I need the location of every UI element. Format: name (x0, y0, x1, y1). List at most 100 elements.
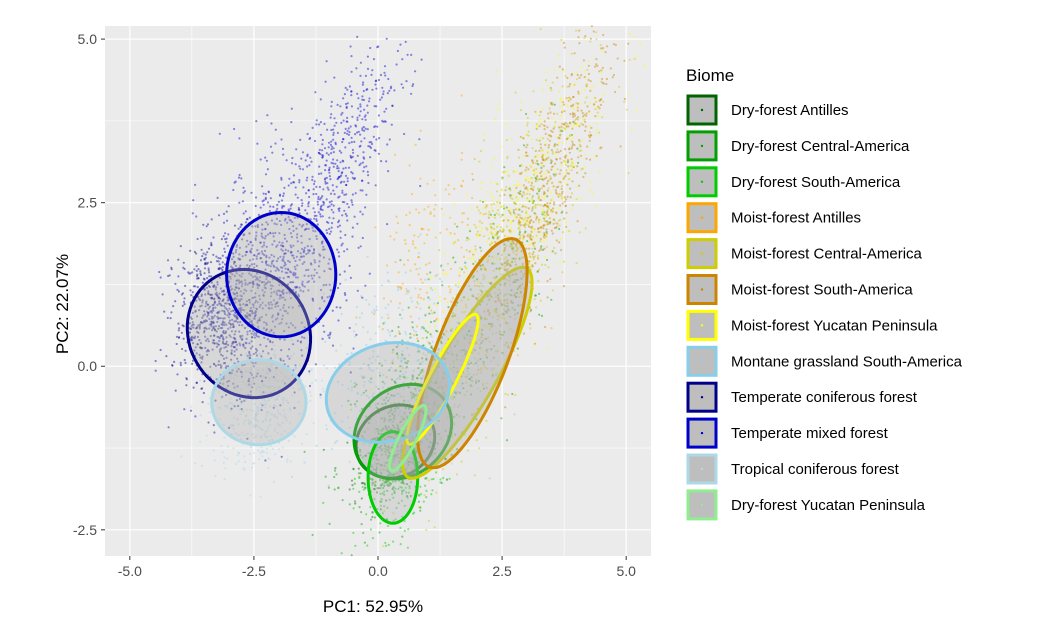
data-point (580, 66, 583, 69)
data-point (419, 296, 422, 299)
data-point (534, 262, 537, 265)
data-point (475, 418, 478, 421)
data-point (405, 466, 409, 469)
data-point (333, 76, 336, 79)
data-point (315, 119, 318, 122)
data-point (327, 188, 330, 191)
data-point (537, 230, 540, 234)
data-point (612, 43, 616, 46)
data-point (601, 66, 604, 69)
data-point (584, 172, 587, 175)
data-point (593, 103, 596, 106)
data-point (494, 310, 497, 313)
data-point (393, 454, 396, 457)
data-point (174, 282, 177, 285)
data-point (361, 407, 364, 410)
data-point (534, 218, 538, 222)
data-point (411, 428, 414, 431)
data-point (419, 485, 422, 488)
data-point (184, 284, 187, 287)
data-point (342, 119, 345, 122)
data-point (543, 247, 546, 250)
data-point (222, 212, 226, 215)
data-point (401, 481, 404, 484)
data-point (597, 131, 601, 134)
data-point (328, 336, 331, 339)
data-point (366, 331, 369, 334)
data-point (505, 123, 508, 126)
data-point (543, 217, 546, 220)
data-point (490, 225, 493, 228)
data-point (422, 352, 425, 355)
data-point (401, 417, 404, 420)
data-point (371, 478, 374, 481)
data-point (529, 165, 533, 168)
data-point (274, 142, 277, 145)
data-point (310, 368, 313, 371)
data-point (223, 247, 226, 250)
data-point (545, 157, 548, 160)
data-point (346, 441, 349, 444)
data-point (179, 364, 182, 367)
data-point (563, 123, 566, 126)
data-point (630, 127, 634, 130)
data-point (396, 425, 399, 428)
data-point (585, 83, 588, 86)
data-point (510, 137, 513, 141)
data-point (472, 373, 475, 376)
data-point (474, 245, 477, 248)
data-point (313, 180, 316, 183)
data-point (562, 260, 565, 263)
data-point (395, 215, 398, 218)
data-point (417, 350, 420, 353)
data-point (554, 120, 557, 123)
data-point (548, 222, 552, 225)
data-point (338, 224, 341, 227)
data-point (366, 67, 370, 70)
data-point (478, 233, 481, 237)
data-point (633, 35, 636, 39)
data-point (176, 373, 179, 376)
data-point (373, 312, 376, 315)
data-point (590, 126, 593, 129)
data-point (278, 194, 282, 197)
data-point (598, 107, 601, 110)
data-point (545, 214, 548, 217)
data-point (464, 275, 467, 278)
data-point (494, 182, 497, 185)
data-point (550, 116, 554, 119)
data-point (478, 285, 481, 288)
data-point (521, 295, 524, 299)
data-point (507, 346, 511, 349)
data-point (414, 287, 417, 290)
data-point (566, 85, 569, 88)
data-point (509, 245, 512, 248)
data-point (496, 318, 499, 321)
data-point (404, 331, 407, 334)
data-point (527, 233, 530, 236)
data-point (335, 121, 338, 124)
data-point (261, 185, 264, 188)
data-point (547, 206, 550, 209)
data-point (486, 351, 489, 354)
data-point (256, 142, 259, 145)
data-point (178, 336, 181, 339)
data-point (487, 336, 490, 339)
data-point (545, 245, 549, 248)
data-point (453, 232, 456, 235)
data-point (403, 263, 406, 266)
data-point (476, 235, 479, 238)
grid-lines (105, 26, 651, 556)
data-point (449, 346, 453, 349)
data-point (491, 209, 494, 212)
data-point (499, 194, 502, 197)
data-point (438, 249, 441, 252)
data-point (591, 192, 594, 195)
data-point (534, 162, 537, 165)
data-point (507, 253, 510, 256)
data-point (587, 111, 590, 114)
data-point (238, 173, 241, 177)
data-point (459, 359, 462, 362)
data-point (423, 327, 426, 330)
data-point (240, 223, 243, 226)
